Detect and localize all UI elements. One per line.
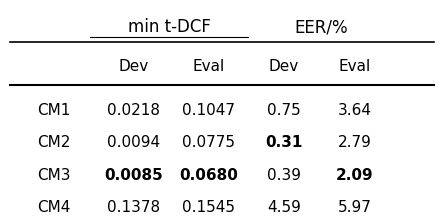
Text: 0.75: 0.75 (267, 103, 301, 117)
Text: 0.0775: 0.0775 (182, 135, 235, 150)
Text: 2.09: 2.09 (336, 168, 373, 183)
Text: 4.59: 4.59 (267, 200, 301, 215)
Text: CM1: CM1 (37, 103, 70, 117)
Text: CM4: CM4 (37, 200, 70, 215)
Text: Dev: Dev (269, 59, 299, 74)
Text: 0.1047: 0.1047 (182, 103, 235, 117)
Text: Dev: Dev (119, 59, 149, 74)
Text: 5.97: 5.97 (337, 200, 371, 215)
Text: 0.31: 0.31 (265, 135, 302, 150)
Text: min t-DCF: min t-DCF (127, 18, 210, 37)
Text: Eval: Eval (338, 59, 370, 74)
Text: 0.1545: 0.1545 (182, 200, 235, 215)
Text: 2.79: 2.79 (337, 135, 371, 150)
Text: CM2: CM2 (37, 135, 70, 150)
Text: CM3: CM3 (37, 168, 70, 183)
Text: EER/%: EER/% (294, 18, 348, 37)
Text: 0.1378: 0.1378 (107, 200, 160, 215)
Text: 3.64: 3.64 (337, 103, 371, 117)
Text: 0.0085: 0.0085 (104, 168, 163, 183)
Text: 0.0680: 0.0680 (179, 168, 238, 183)
Text: Eval: Eval (193, 59, 225, 74)
Text: 0.0218: 0.0218 (107, 103, 160, 117)
Text: 0.0094: 0.0094 (107, 135, 160, 150)
Text: 0.39: 0.39 (267, 168, 301, 183)
